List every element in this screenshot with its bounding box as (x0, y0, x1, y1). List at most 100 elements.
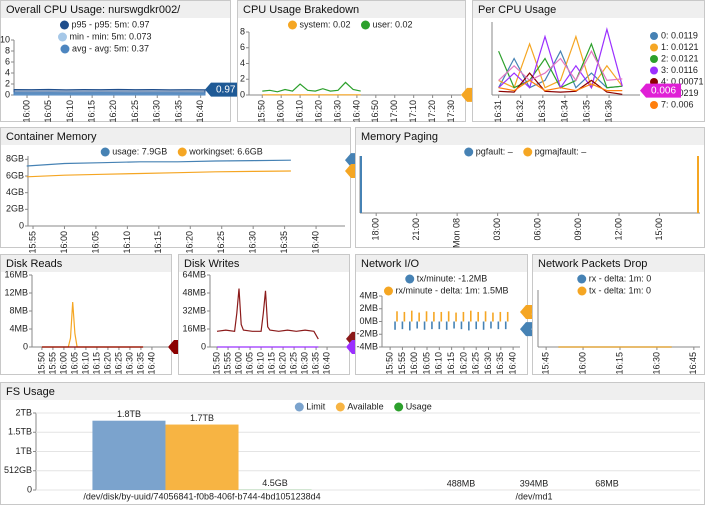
y-tick-label: 8MB (9, 305, 28, 315)
x-tick-label: 16:35 (310, 352, 320, 375)
x-tick-label: 15:50 (384, 352, 394, 375)
x-tick-label: 16:35 (173, 100, 183, 123)
x-tick-label: 06:00 (532, 218, 542, 241)
legend-item: user: 0.02 (361, 19, 413, 30)
x-tick-label: 16:15 (446, 352, 456, 375)
x-tick-label: 16:20 (102, 352, 112, 375)
y-tick-label: 4MB (9, 323, 28, 333)
y-tick-label: 6 (5, 56, 10, 66)
legend-item: pgfault: – (464, 146, 513, 157)
bar-value-label: 1.7TB (190, 413, 214, 423)
y-tick-label: -2MB (356, 329, 378, 339)
y-tick-label: 4 (5, 67, 10, 77)
bar (447, 311, 450, 322)
legend-label: system: 0.02 (299, 19, 350, 29)
legend-dot (60, 44, 70, 54)
legend-label: 7: 0.006 (661, 99, 694, 109)
legend-dot (287, 20, 297, 30)
category-label: /dev/md1 (515, 491, 552, 501)
legend-item: rx/minute - delta: 1m: 1.5MB (383, 285, 509, 296)
panel-header (1, 383, 704, 400)
legend-dot (464, 147, 474, 157)
bar (490, 321, 492, 329)
legend-label: pgmajfault: – (535, 146, 587, 156)
panel-title: Overall CPU Usage: nurswgdkr002/ (6, 4, 181, 16)
x-tick-label: 16:15 (87, 100, 97, 123)
x-tick-label: 15:50 (257, 100, 267, 123)
x-tick-label: 15:00 (654, 218, 664, 241)
legend-label: 3: 0.0116 (661, 65, 698, 75)
x-tick-label: 12:00 (613, 218, 623, 241)
x-tick-label: 16:05 (69, 352, 79, 375)
x-tick-label: 16:30 (332, 100, 342, 123)
x-tick-label: 16:20 (458, 352, 468, 375)
panel (355, 127, 705, 248)
panel-header (1, 255, 171, 272)
legend-dot (100, 147, 110, 157)
bar (470, 310, 472, 322)
y-tick-label: 2GB (6, 204, 24, 214)
badge-label: 0.006 (651, 85, 676, 96)
bar (460, 321, 463, 330)
value-badge: 0.006 (640, 83, 682, 98)
y-tick-label: 2 (240, 74, 245, 84)
x-tick-label: 16:31 (493, 100, 503, 123)
legend-label: usage: 7.9GB (112, 146, 167, 156)
legend-item: Usage (394, 401, 432, 412)
x-tick-label: 16:25 (288, 352, 298, 375)
series-line (262, 81, 361, 93)
x-tick-label: 16:00 (577, 352, 587, 375)
x-tick-label: 16:00 (276, 100, 286, 123)
series-line (216, 288, 319, 340)
value-badge: 0.97 (205, 82, 241, 97)
bar (506, 311, 509, 322)
panel-title: CPU Usage Brakedown (243, 4, 359, 16)
legend-dot (394, 402, 404, 412)
x-tick-label: 16:35 (279, 231, 289, 254)
legend-item: tx/minute: -1.2MB (405, 273, 487, 284)
legend-dot (57, 32, 67, 42)
x-tick-label: 16:40 (146, 352, 156, 375)
y-tick-label: 0 (201, 341, 206, 351)
y-tick-label: 4MB (359, 290, 378, 300)
y-tick-label: 1TB (15, 446, 32, 456)
series-area (13, 92, 206, 96)
bar (445, 321, 448, 330)
series-line (498, 49, 623, 89)
series-line (498, 49, 623, 82)
y-tick-label: 0 (5, 89, 10, 99)
legend-label: workingset: 6.6GB (188, 146, 263, 156)
legend-dot (361, 20, 370, 30)
y-tick-label: 0MB (359, 316, 378, 326)
panel (472, 0, 705, 122)
y-tick-label: 2MB (359, 303, 378, 313)
bar (462, 311, 465, 322)
panel-header (533, 255, 704, 272)
legend-dot (405, 274, 415, 284)
x-tick-label: 16:35 (581, 100, 591, 123)
x-tick-label: 16:10 (434, 352, 444, 375)
x-tick-label: 16:33 (537, 100, 547, 123)
y-tick-label: -4MB (356, 341, 378, 351)
y-tick-label: 4 (240, 58, 245, 68)
legend-dot (650, 55, 658, 63)
y-tick-label: 0 (23, 341, 28, 351)
x-tick-label: 16:15 (153, 231, 163, 254)
legend-item: system: 0.02 (287, 19, 351, 30)
x-tick-label: 16:10 (294, 100, 304, 123)
bar (394, 321, 396, 330)
bar-value-label: 488MB (447, 478, 476, 488)
y-tick-label: 0 (240, 89, 245, 99)
x-tick-label: 16:50 (370, 100, 380, 123)
bar (408, 321, 411, 331)
panel-header (179, 255, 349, 272)
legend-label: pgfault: – (476, 146, 513, 156)
x-tick-label: 16:30 (248, 231, 258, 254)
y-tick-label: 16MB (182, 323, 206, 333)
legend-item: Limit (294, 401, 326, 412)
x-tick-label: 18:00 (371, 218, 381, 241)
x-tick-label: 15:50 (36, 352, 46, 375)
x-tick-label: 16:40 (310, 231, 320, 254)
legend-label: 0: 0.0119 (661, 30, 698, 40)
